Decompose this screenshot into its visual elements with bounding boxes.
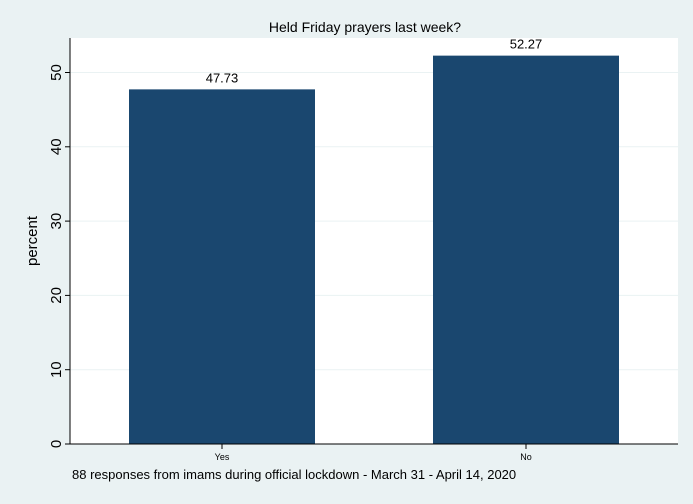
x-tick-label: Yes [215,452,230,462]
data-labels: 47.73 52.27 [206,37,543,86]
x-tick-label: No [520,452,532,462]
bar-yes [129,89,315,445]
data-label: 47.73 [206,70,239,85]
y-axis-ticks: 0 10 20 30 40 50 [48,64,70,448]
y-tick-label: 40 [48,138,65,155]
y-tick-label: 0 [48,440,65,448]
x-axis-ticks: Yes No [215,444,532,462]
chart-title: Held Friday prayers last week? [269,19,461,35]
bar-no [433,55,619,444]
y-tick-label: 30 [48,213,65,230]
y-tick-label: 10 [48,361,65,378]
y-axis-label: percent [24,215,41,266]
bars [129,55,619,445]
y-tick-label: 50 [48,64,65,81]
chart-note: 88 responses from imams during official … [72,467,516,482]
data-label: 52.27 [510,37,543,52]
y-tick-label: 20 [48,287,65,304]
